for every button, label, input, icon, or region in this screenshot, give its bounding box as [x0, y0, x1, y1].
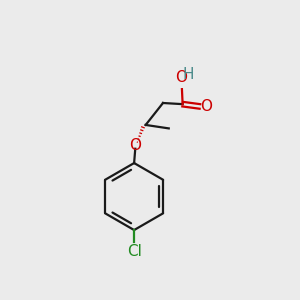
Text: O: O: [200, 99, 212, 114]
Text: O: O: [129, 138, 141, 153]
Text: Cl: Cl: [127, 244, 142, 260]
Text: O: O: [175, 70, 187, 86]
Text: H: H: [182, 67, 194, 82]
